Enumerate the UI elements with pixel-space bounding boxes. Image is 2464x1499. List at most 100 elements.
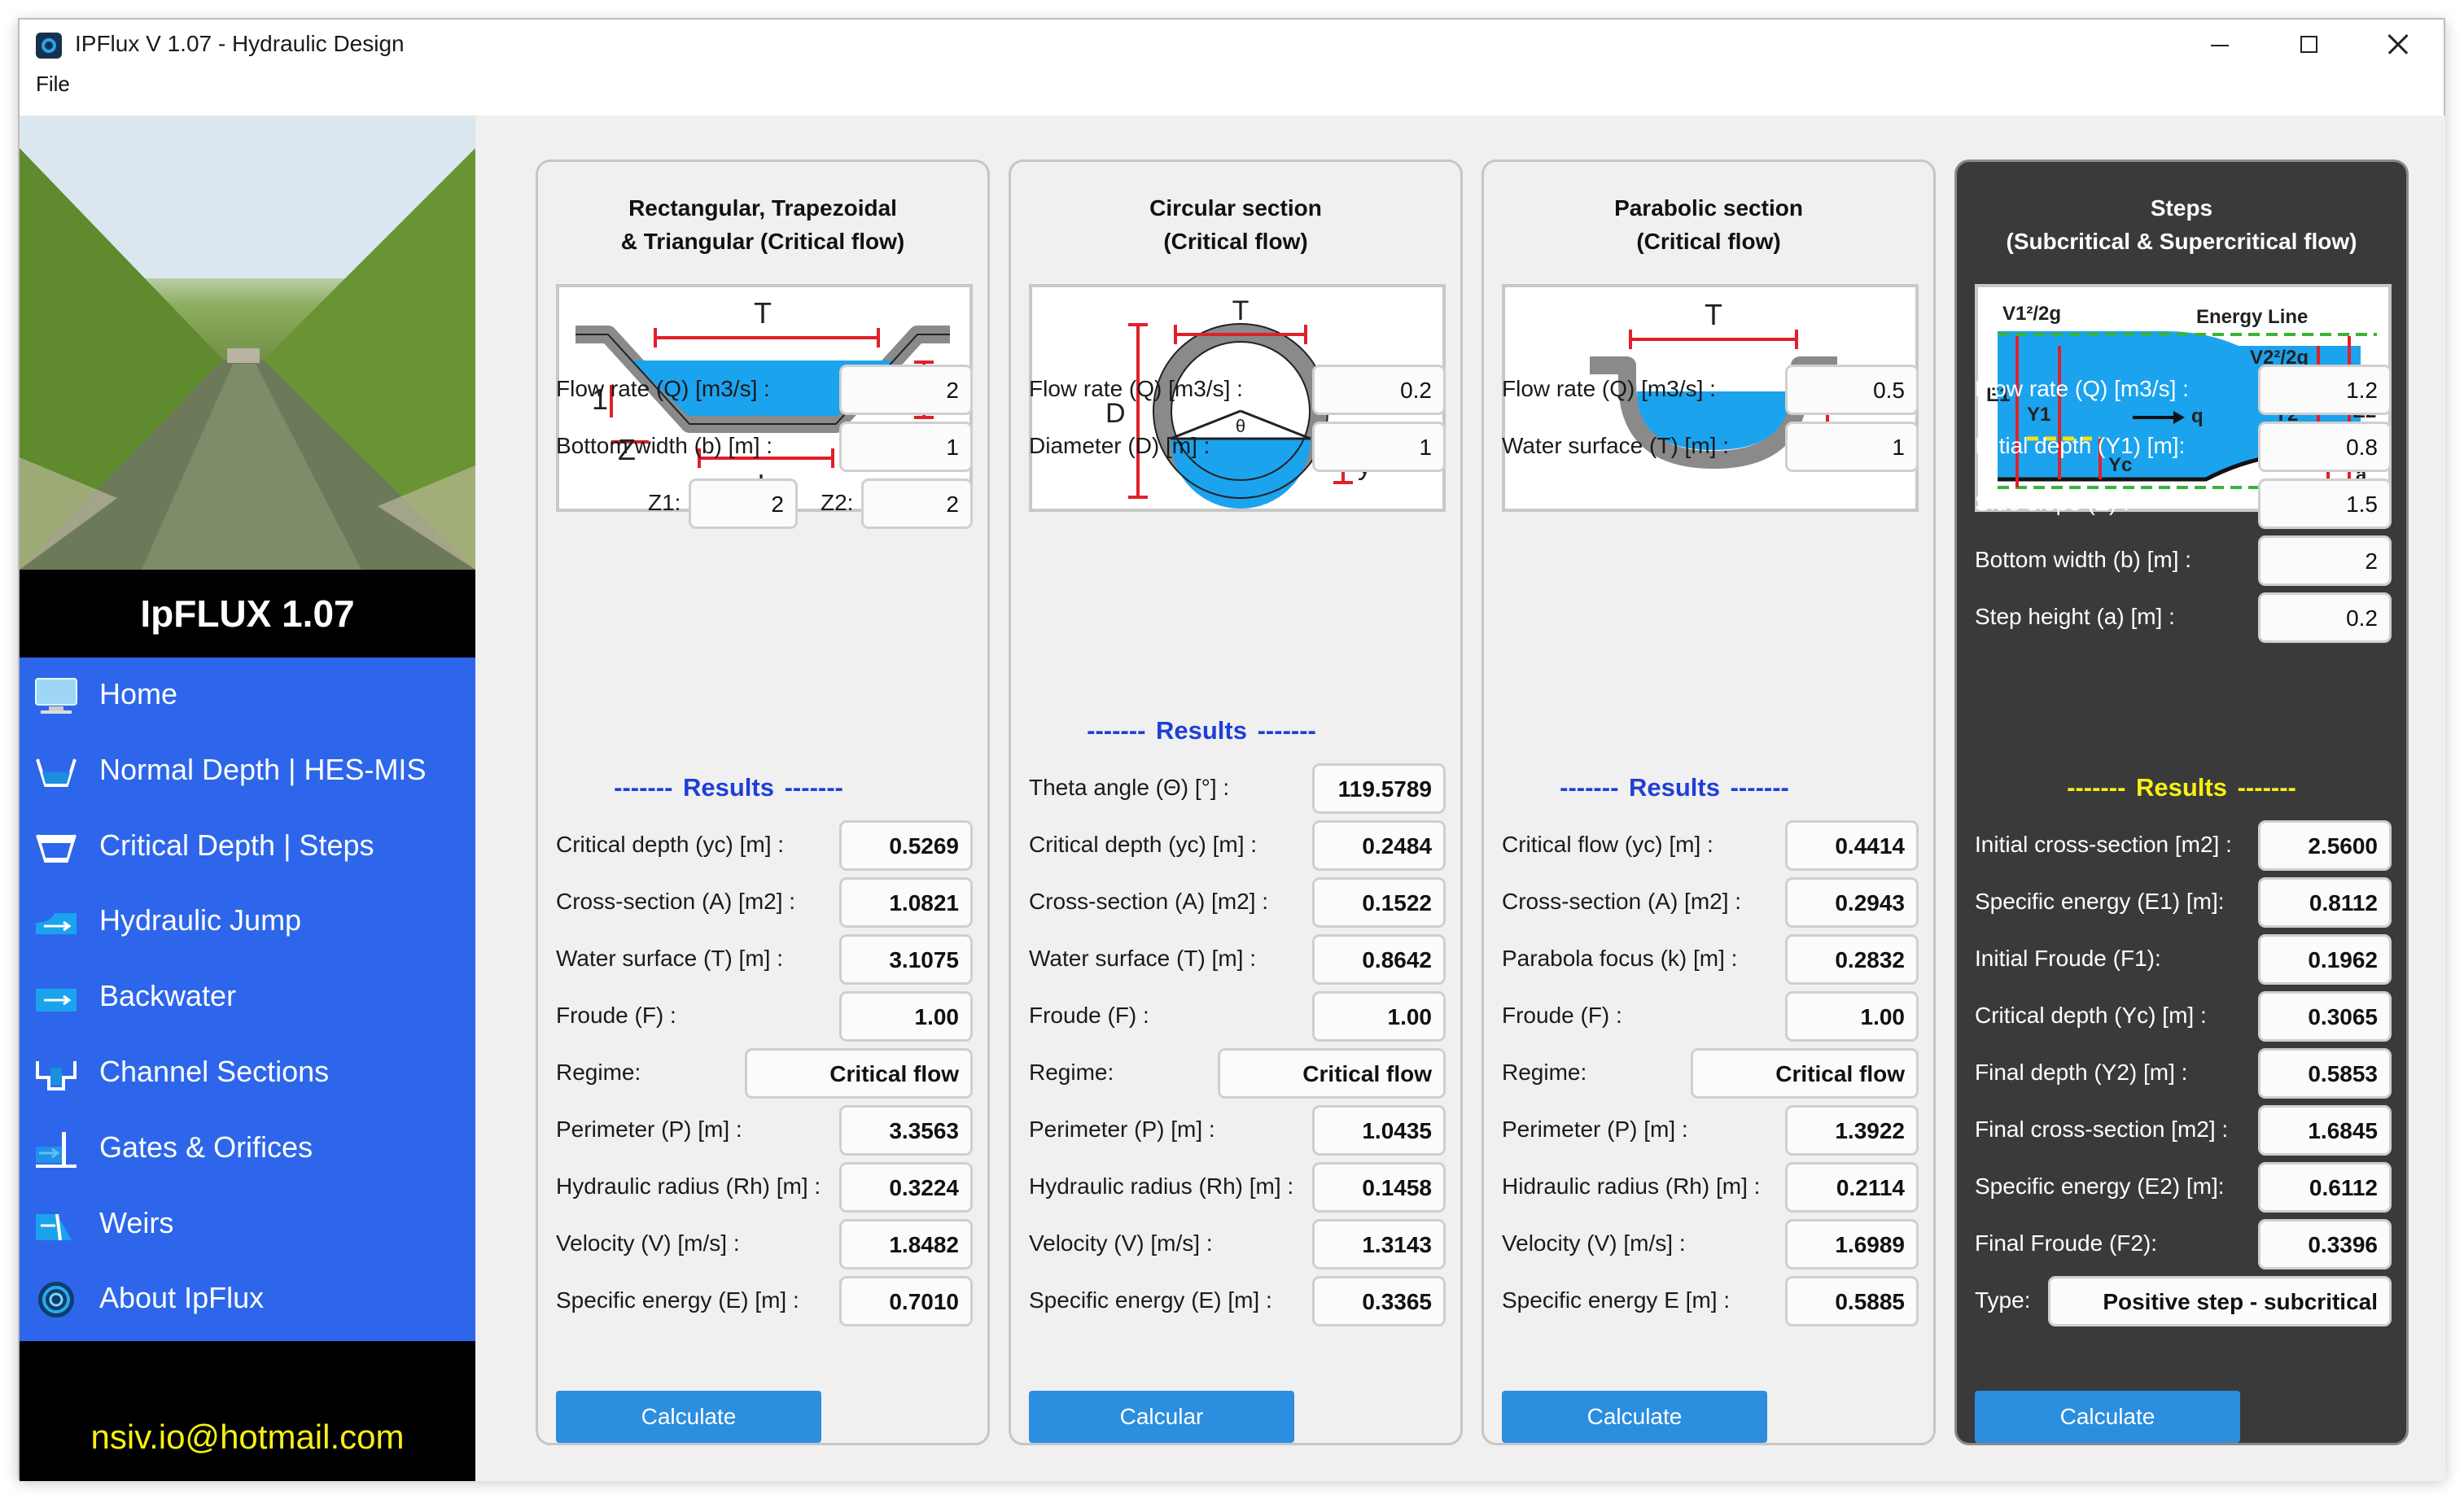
input-field[interactable]: 1 — [1785, 422, 1919, 472]
sidebar-item-label: Channel Sections — [99, 1055, 330, 1088]
result-label: Final depth (Y2) [m] : — [1975, 1060, 2188, 1085]
result-output: 0.2114 — [1785, 1162, 1919, 1213]
result-label: Hydraulic radius (Rh) [m] : — [556, 1173, 821, 1199]
results-heading: ------- Results ------- — [1087, 716, 1316, 745]
menu-file[interactable]: File — [36, 72, 70, 96]
angle-line — [1240, 409, 1311, 440]
input-field[interactable]: 2 — [2258, 535, 2392, 586]
result-output: Critical flow — [745, 1048, 973, 1099]
calculate-button[interactable]: Calculate — [1502, 1391, 1767, 1443]
sidebar-item-label: Backwater — [99, 979, 237, 1013]
result-label: Cross-section (A) [m2] : — [1502, 889, 1742, 914]
angle-line — [1170, 409, 1241, 440]
label-theta: θ — [1236, 416, 1245, 436]
label-q: q — [2191, 405, 2204, 427]
sidebar-item-normal-depth-hes-mis[interactable]: Normal Depth | HES-MIS — [20, 733, 475, 808]
input-field[interactable]: 0.2 — [2258, 592, 2392, 643]
sidebar-item-label: About IpFlux — [99, 1281, 265, 1315]
input-label: Flow rate (Q) [m3/s] : — [1502, 376, 1716, 401]
input-label: Flow rate (Q) [m3/s] : — [1029, 376, 1243, 401]
label-v1: V1²/2g — [2002, 303, 2061, 325]
result-label: Specific energy (E2) [m]: — [1975, 1173, 2225, 1199]
water-body — [1637, 391, 1790, 450]
z1-label: Z1: — [648, 490, 681, 515]
panel-title: Circular section (Critical flow) — [1011, 191, 1460, 258]
input-field[interactable]: 1.5 — [2258, 479, 2392, 529]
circular-panel: Circular section(Critical flow)TDyθFlow … — [1009, 160, 1463, 1445]
result-output: 3.1075 — [839, 934, 973, 985]
calculate-button[interactable]: Calculate — [1975, 1391, 2240, 1443]
calculate-button[interactable]: Calcular — [1029, 1391, 1294, 1443]
input-field[interactable]: 1.2 — [2258, 365, 2392, 415]
result-label: Froude (F) : — [556, 1003, 676, 1028]
title-bar[interactable]: IPFlux V 1.07 - Hydraulic Design — [20, 20, 2444, 68]
sidebar-item-about-ipflux[interactable]: About IpFlux — [20, 1261, 475, 1336]
sidebar: IpFLUX 1.07 Home Normal Depth | HES-MIS Cr… — [20, 116, 475, 1481]
result-output: 1.6845 — [2258, 1105, 2392, 1156]
result-output: 0.5885 — [1785, 1276, 1919, 1326]
contact-email[interactable]: nsiv.io@hotmail.com — [90, 1418, 405, 1456]
close-button[interactable] — [2374, 26, 2422, 62]
result-output: 1.6989 — [1785, 1219, 1919, 1270]
result-label: Hidraulic radius (Rh) [m] : — [1502, 1173, 1761, 1199]
label-z: Z — [618, 433, 636, 466]
input-field[interactable]: 1 — [839, 422, 973, 472]
result-label: Regime: — [556, 1060, 641, 1085]
input-field[interactable]: 0.8 — [2258, 422, 2392, 472]
panel-title-line: (Critical flow) — [1636, 229, 1781, 254]
sidebar-item-hydraulic-jump[interactable]: Hydraulic Jump — [20, 884, 475, 959]
sidebar-item-label: Normal Depth | HES-MIS — [99, 752, 427, 786]
gate-icon — [33, 1129, 80, 1169]
result-output: Positive step - subcritical — [2048, 1276, 2392, 1326]
input-label: Flow rate (Q) [m3/s] : — [556, 376, 770, 401]
calculate-button[interactable]: Calculate — [556, 1391, 821, 1443]
label-t: T — [1232, 295, 1250, 326]
minimize-button[interactable] — [2195, 26, 2243, 62]
input-field[interactable]: 1 — [1312, 422, 1446, 472]
label-t: T — [754, 296, 772, 330]
pipe-inner — [1171, 341, 1311, 481]
result-label: Initial cross-section [m2] : — [1975, 832, 2232, 857]
sidebar-item-backwater[interactable]: Backwater — [20, 959, 475, 1034]
sidebar-item-channel-sections[interactable]: Channel Sections — [20, 1035, 475, 1110]
result-output: 0.2832 — [1785, 934, 1919, 985]
z2-field[interactable]: 2 — [861, 479, 973, 529]
input-field[interactable]: 0.5 — [1785, 365, 1919, 415]
sidebar-item-critical-depth-steps[interactable]: Critical Depth | Steps — [20, 809, 475, 884]
result-label: Specific energy (E1) [m]: — [1975, 889, 2225, 914]
results-heading: ------- Results ------- — [2067, 773, 2296, 802]
backwater-icon — [33, 977, 80, 1018]
steps-panel: Steps (Subcritical & Supercritical flow) V… — [1954, 160, 2409, 1445]
result-output: Critical flow — [1691, 1048, 1919, 1099]
sidebar-item-home[interactable]: Home — [20, 658, 475, 732]
channel-outline — [576, 334, 950, 425]
channel-section-icon — [33, 751, 80, 792]
rectangular-panel: Rectangular, Trapezoidal & Triangular (Cr… — [536, 160, 990, 1445]
sidebar-item-label: Gates & Orifices — [99, 1130, 313, 1164]
sidebar-item-weirs[interactable]: Weirs — [20, 1187, 475, 1261]
result-output: 0.1458 — [1312, 1162, 1446, 1213]
label-t: T — [1705, 298, 1722, 331]
channel-full-icon — [33, 827, 80, 867]
result-output: 1.3922 — [1785, 1105, 1919, 1156]
result-label: Perimeter (P) [m] : — [1502, 1117, 1688, 1142]
sidebar-item-gates-orifices[interactable]: Gates & Orifices — [20, 1111, 475, 1186]
sidebar-item-label: Hydraulic Jump — [99, 903, 302, 937]
result-label: Type: — [1975, 1287, 2031, 1313]
z1-field[interactable]: 2 — [689, 479, 798, 529]
water-body — [631, 361, 895, 416]
result-label: Cross-section (A) [m2] : — [556, 889, 796, 914]
result-label: Critical depth (yc) [m] : — [1029, 832, 1258, 857]
maximize-button[interactable] — [2284, 26, 2333, 62]
input-label: Diameter (D) [m] : — [1029, 433, 1210, 458]
input-field[interactable]: 2 — [839, 365, 973, 415]
result-label: Critical depth (yc) [m] : — [556, 832, 785, 857]
result-label: Velocity (V) [m/s] : — [1502, 1230, 1686, 1256]
app-window: IPFlux V 1.07 - Hydraulic Design File Ip… — [18, 18, 2445, 1481]
panel-title-line: (Critical flow) — [1163, 229, 1308, 254]
result-label: Water surface (T) [m] : — [1029, 946, 1256, 971]
input-field[interactable]: 0.2 — [1312, 365, 1446, 415]
panel-title-line: Rectangular, Trapezoidal — [628, 195, 897, 221]
channel-sections-icon — [33, 1053, 80, 1094]
input-label: Water surface (T) [m] : — [1502, 433, 1729, 458]
